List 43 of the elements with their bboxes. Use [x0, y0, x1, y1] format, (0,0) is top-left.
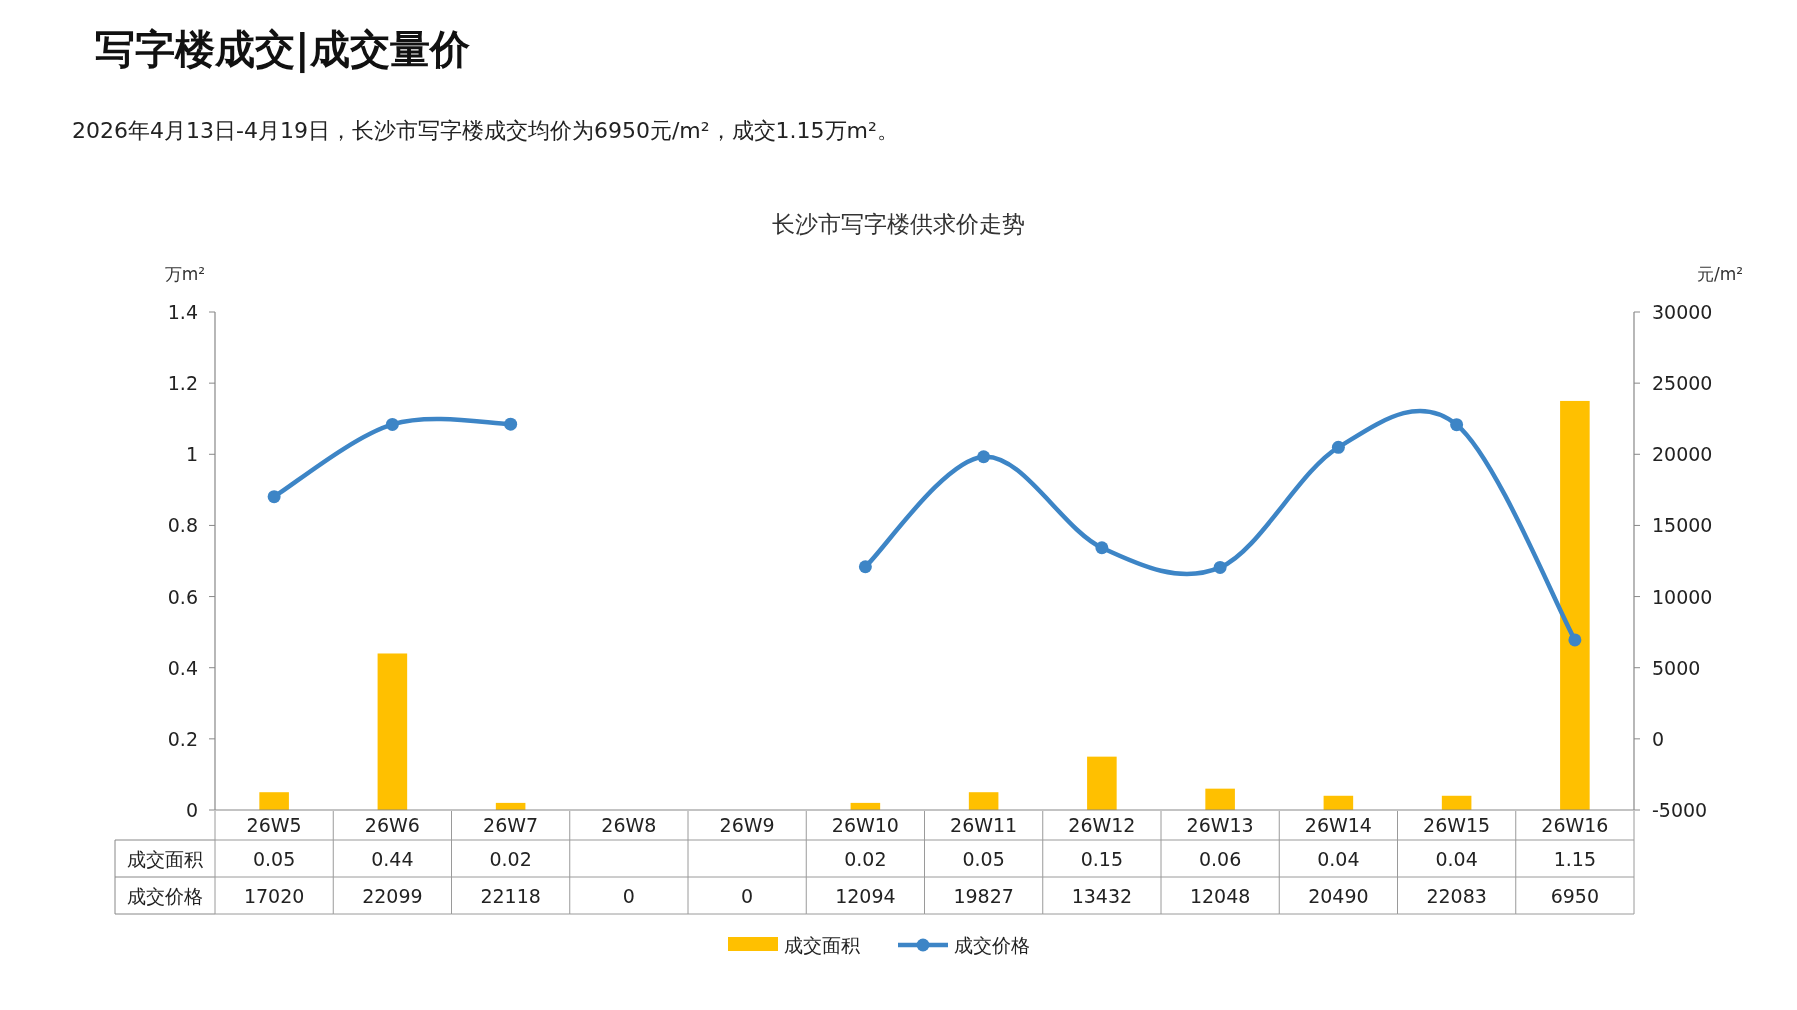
y-tick-label: 0 [185, 799, 198, 821]
y-tick-label: 0.6 [167, 585, 198, 608]
ylabel: 万m² [164, 264, 206, 284]
y-tick-label: 0.4 [167, 656, 198, 679]
point [267, 490, 281, 504]
text: 成交价格 [127, 885, 203, 907]
bar [259, 792, 289, 810]
y2-tick-label: 20000 [1652, 443, 1713, 466]
text: 成交面积 [127, 848, 203, 870]
point [858, 560, 872, 574]
legend-label: 成交面积 [784, 934, 860, 956]
point [1331, 440, 1345, 454]
bar [1560, 400, 1590, 810]
point [385, 417, 399, 431]
y2-tick-label: 0 [1652, 727, 1665, 750]
y2-tick-label: 5000 [1652, 656, 1701, 679]
title: 长沙市写字楼供求价走势 [771, 211, 1025, 237]
bar [1087, 756, 1117, 810]
bar [377, 653, 408, 810]
legend-label: 成交价格 [954, 934, 1030, 956]
y2label: 元/m² [1696, 264, 1744, 284]
y2-tick-label: 15000 [1652, 514, 1713, 537]
annotation: 2026年4月13日-4月19日，长沙市写字楼成交均价为6950元/m²，成交1.15万m²。 [72, 118, 899, 143]
bar [968, 792, 999, 810]
y-tick-label: 1.2 [167, 372, 198, 395]
y-tick-label: 1 [185, 443, 198, 466]
y2-tick-label: 10000 [1652, 585, 1713, 608]
y2-tick-label: -5000 [1652, 799, 1708, 821]
point [504, 417, 518, 431]
annotation: 写字楼成交|成交量价 [95, 26, 470, 72]
bar [1441, 795, 1472, 810]
y-tick-label: 0.8 [167, 514, 198, 537]
y-tick-label: 1.4 [167, 301, 198, 323]
point [1213, 560, 1227, 574]
y-tick-label: 0.2 [167, 727, 198, 750]
bar [1205, 788, 1235, 810]
point [1095, 541, 1109, 555]
y2-tick-label: 30000 [1652, 301, 1713, 323]
point [1568, 633, 1582, 647]
y2-tick-label: 25000 [1652, 372, 1713, 395]
bar [1323, 795, 1354, 810]
point [1450, 418, 1464, 432]
point [977, 450, 991, 464]
